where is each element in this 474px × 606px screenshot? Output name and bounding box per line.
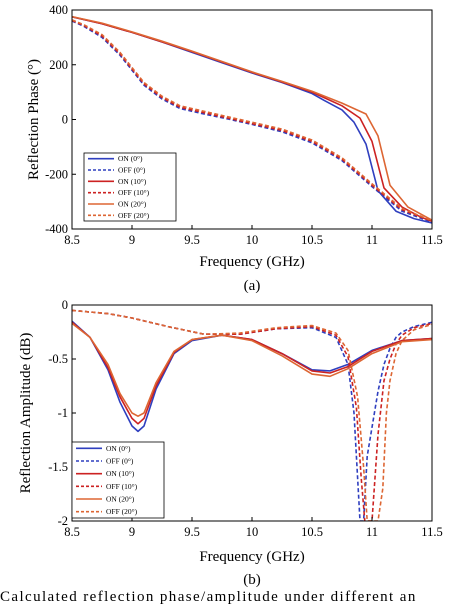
series-line-a-4 bbox=[72, 15, 432, 221]
legend-box-b bbox=[71, 441, 165, 519]
x-tick-label-a-1: 9 bbox=[129, 233, 135, 247]
series-line-a-5 bbox=[72, 19, 432, 222]
y-tick-label-a-0: 400 bbox=[49, 3, 68, 17]
legend-box-a bbox=[83, 152, 177, 222]
subfigure-label-b: (b) bbox=[243, 572, 261, 588]
chart-a: 8.5 9 9.5 10 10.5 11 11.5 400 200 0 -200 -400 Freque… bbox=[26, 3, 443, 294]
y-tick-label-a-1: 200 bbox=[49, 58, 68, 72]
x-tick-label-a-6: 11.5 bbox=[421, 233, 442, 247]
x-tick-label-b-3: 10 bbox=[246, 525, 259, 539]
series-line-b-2 bbox=[72, 321, 432, 425]
x-tick-label-a-5: 11 bbox=[366, 233, 378, 247]
legend-label-a-1: OFF (0°) bbox=[118, 166, 146, 175]
legend-label-a-3: OFF (10°) bbox=[118, 188, 150, 197]
chart-b: 8.5 9 9.5 10 10.5 11 11.5 0 -0.5 -1 -1.5 -2 Frequenc… bbox=[18, 298, 443, 588]
legend-label-b-2: ON (10°) bbox=[106, 469, 135, 478]
legend-label-b-4: ON (20°) bbox=[106, 495, 135, 504]
legend-label-a-2: ON (10°) bbox=[118, 177, 147, 186]
series-line-b-5 bbox=[72, 309, 432, 521]
y-axis-label-a: Reflection Phase (°) bbox=[26, 59, 42, 180]
series-line-b-3 bbox=[72, 309, 432, 521]
x-tick-label-b-0: 8.5 bbox=[64, 525, 80, 539]
legend-label-a-5: OFF (20°) bbox=[118, 211, 150, 220]
x-axis-label-b: Frequency (GHz) bbox=[199, 549, 304, 565]
legend-label-a-4: ON (20°) bbox=[118, 200, 147, 209]
legend-label-b-5: OFF (20°) bbox=[106, 507, 138, 516]
series-line-b-1 bbox=[72, 309, 432, 521]
y-tick-label-b-3: -1.5 bbox=[48, 460, 68, 474]
x-tick-label-b-6: 11.5 bbox=[421, 525, 442, 539]
x-tick-label-a-4: 10.5 bbox=[301, 233, 323, 247]
series-line-b-4 bbox=[72, 322, 432, 417]
y-tick-label-b-2: -1 bbox=[58, 406, 68, 420]
y-tick-label-a-3: -200 bbox=[45, 167, 68, 181]
legend-label-b-1: OFF (0°) bbox=[106, 457, 134, 466]
x-axis-label-a: Frequency (GHz) bbox=[199, 254, 304, 270]
subfigure-label-a: (a) bbox=[244, 278, 261, 294]
figure-caption: Calculated reflection phase/amplitude un… bbox=[0, 589, 417, 605]
x-tick-label-b-5: 11 bbox=[366, 525, 378, 539]
series-line-b-0 bbox=[72, 320, 432, 433]
series-line-a-3 bbox=[72, 19, 432, 223]
x-tick-label-b-1: 9 bbox=[129, 525, 135, 539]
legend-label-b-0: ON (0°) bbox=[106, 444, 131, 453]
legend-label-a-0: ON (0°) bbox=[118, 154, 143, 163]
series-line-a-1 bbox=[72, 20, 432, 223]
y-axis-label-b: Reflection Amplitude (dB) bbox=[18, 333, 34, 494]
x-tick-label-a-3: 10 bbox=[246, 233, 259, 247]
x-tick-label-b-2: 9.5 bbox=[184, 525, 200, 539]
x-tick-label-b-4: 10.5 bbox=[301, 525, 323, 539]
y-tick-label-a-4: -400 bbox=[45, 222, 68, 236]
legend-label-b-3: OFF (10°) bbox=[106, 482, 138, 491]
y-tick-label-b-1: -0.5 bbox=[48, 352, 68, 366]
y-tick-label-b-0: 0 bbox=[62, 298, 68, 312]
x-tick-label-a-2: 9.5 bbox=[184, 233, 200, 247]
x-tick-label-a-0: 8.5 bbox=[64, 233, 80, 247]
y-tick-label-b-4: -2 bbox=[58, 514, 68, 528]
y-tick-label-a-2: 0 bbox=[62, 113, 68, 127]
